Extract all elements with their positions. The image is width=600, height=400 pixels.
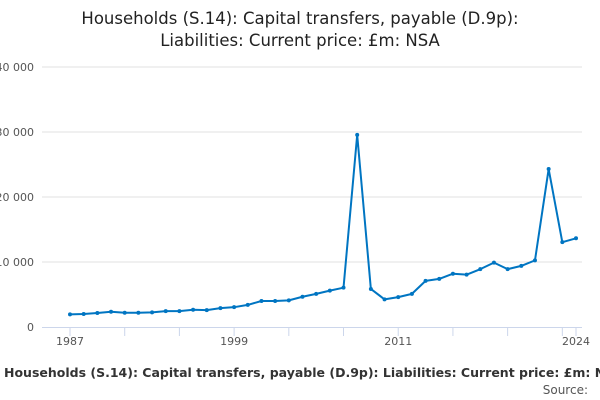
x-tick-label: 2024	[562, 335, 590, 348]
y-tick-label: 10 000	[0, 256, 34, 269]
data-point	[163, 309, 168, 314]
data-point	[300, 294, 305, 299]
data-point	[232, 305, 237, 310]
data-point	[259, 299, 264, 303]
x-tick-label: 1999	[220, 335, 248, 348]
data-point	[286, 298, 291, 303]
data-point	[95, 311, 100, 316]
data-point	[450, 271, 455, 276]
data-point	[191, 307, 196, 312]
data-point	[396, 295, 401, 300]
x-tick-label: 2011	[384, 335, 412, 348]
chart-caption: Households (S.14): Capital transfers, pa…	[4, 365, 600, 380]
data-point	[68, 312, 72, 317]
x-tick-label: 1987	[56, 335, 84, 348]
data-point	[423, 278, 428, 283]
data-point	[478, 267, 483, 272]
data-point	[314, 291, 319, 296]
data-point	[464, 272, 469, 277]
data-point	[218, 306, 223, 311]
data-point	[177, 309, 182, 314]
y-tick-label: 40 000	[0, 61, 34, 74]
data-point	[382, 297, 387, 302]
source-label: Source:	[542, 383, 588, 397]
data-point	[81, 312, 86, 316]
data-point	[245, 302, 250, 307]
data-point	[409, 291, 414, 296]
data-point	[532, 258, 537, 263]
data-point	[560, 240, 565, 245]
data-point	[574, 236, 578, 241]
data-point	[273, 299, 278, 303]
chart-title: Households (S.14): Capital transfers, pa…	[0, 8, 600, 52]
data-point	[491, 260, 496, 265]
chart-title-line-2: Liabilities: Current price: £m: NSA	[160, 31, 440, 50]
y-tick-label: 0	[27, 321, 34, 334]
data-point	[437, 276, 442, 281]
y-tick-label: 30 000	[0, 126, 34, 139]
chart-title-line-1: Households (S.14): Capital transfers, pa…	[81, 9, 519, 28]
data-point	[150, 310, 155, 315]
y-tick-label: 20 000	[0, 191, 34, 204]
data-point	[327, 288, 332, 293]
data-point	[546, 167, 551, 172]
data-point	[505, 267, 510, 272]
data-point	[109, 309, 114, 314]
data-point	[122, 310, 127, 315]
data-point	[519, 263, 524, 268]
data-point	[341, 285, 346, 290]
data-point	[204, 308, 209, 313]
series-line	[69, 133, 577, 316]
data-point	[368, 286, 373, 291]
data-point	[355, 132, 360, 137]
data-point	[136, 310, 141, 315]
